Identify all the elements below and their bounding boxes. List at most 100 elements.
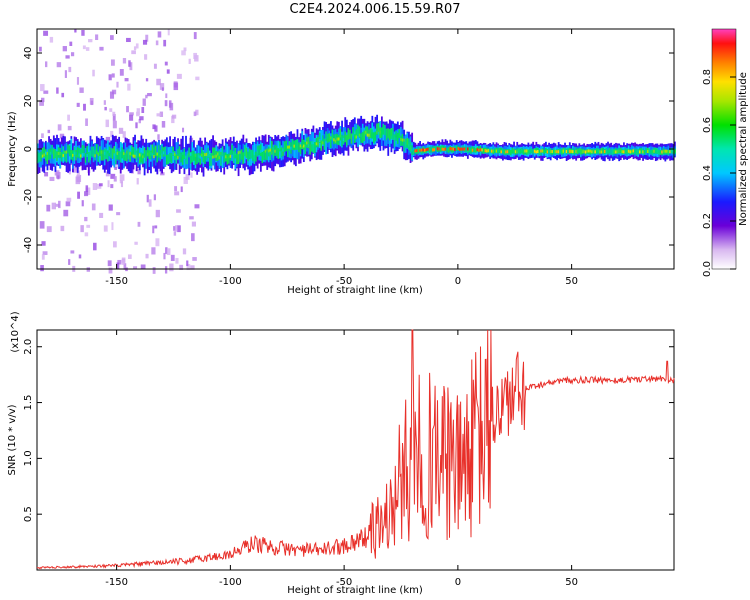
spectrogram-noise-cell (119, 174, 125, 181)
snr-x-label: Height of straight line (km) (287, 585, 423, 596)
spectrogram-core-cell (266, 148, 269, 152)
spectrogram-noise-cell (110, 59, 115, 66)
spectrogram-core-cell (79, 154, 82, 158)
spectrogram-noise-cell (81, 200, 84, 207)
spectrogram-cell (210, 154, 213, 166)
spectrogram-noise-cell (154, 225, 158, 229)
spectrogram-cell (154, 145, 157, 157)
spectrogram-noise-cell (151, 247, 156, 255)
spectrogram-core-cell (420, 148, 423, 152)
spectrogram-core-cell (497, 149, 500, 153)
spectrogram-core-cell (537, 150, 540, 154)
spectrogram-core-cell (669, 150, 672, 154)
spectrogram-core-cell (514, 150, 517, 154)
spectrogram-cell (54, 150, 57, 167)
spectrogram-x-label: Height of straight line (km) (287, 285, 423, 296)
spectrogram-noise-cell (107, 260, 112, 267)
snr-y-tick-label: 1.5 (23, 395, 34, 411)
spectrogram-cell (237, 143, 240, 158)
spectrogram-cell (330, 136, 332, 148)
spectrogram-cell (220, 154, 222, 166)
spectrogram-y-label: Frequency (Hz) (7, 111, 18, 187)
spectrogram-core-cell (658, 150, 661, 154)
spectrogram-cell (151, 147, 154, 167)
spectrogram-cell (177, 148, 179, 160)
spectrogram-core-cell (393, 134, 396, 138)
spectrogram-noise-cell (96, 183, 102, 189)
spectrogram-cell (341, 134, 343, 147)
spectrogram-cell (221, 150, 224, 169)
spectrogram-cell (60, 153, 63, 162)
spectrogram-cell (317, 136, 320, 148)
spectrogram-core-cell (283, 147, 286, 151)
spectrogram-cell (46, 142, 49, 161)
snr-y-tick-label: 1.0 (23, 450, 34, 466)
spectrogram-noise-cell (183, 176, 188, 184)
spectrogram-cell (446, 147, 449, 153)
spectrogram-core-cell (59, 151, 62, 155)
spectrogram-cell (417, 147, 420, 154)
spectrogram-noise-cell (173, 226, 177, 231)
spectrogram-cell (95, 147, 98, 166)
spectrogram-noise-cell (156, 113, 162, 117)
spectrogram-core-cell (603, 150, 606, 154)
spectrogram-noise-cell (55, 203, 60, 207)
spectrogram-core-cell (51, 150, 54, 154)
spectrogram-cell (659, 150, 662, 156)
spectrogram-noise-cell (119, 69, 124, 76)
spectrogram-noise-cell (113, 176, 117, 182)
spectrogram-cell (208, 154, 211, 166)
spectrogram-noise-cell (126, 106, 129, 113)
spectrogram-cell (121, 147, 124, 159)
spectrogram-cell (111, 148, 114, 160)
spectrogram-core-cell (524, 149, 527, 153)
spectrogram-core-cell (360, 134, 363, 138)
spectrogram-cell (548, 148, 550, 154)
spectrogram-noise-cell (182, 127, 185, 133)
spectrogram-noise-cell (54, 170, 60, 176)
spectrogram-cell (170, 153, 173, 164)
spectrogram-cell (140, 153, 143, 163)
spectrogram-cell (508, 149, 511, 155)
spectrogram-cell (175, 142, 178, 160)
spectrogram-noise-cell (146, 194, 149, 203)
spectrogram-noise-cell (155, 209, 160, 218)
spectrogram-cell (282, 147, 285, 156)
spectrogram-cell (156, 153, 159, 163)
spectrogram-cell (37, 151, 39, 164)
spectrogram-core-cell (664, 149, 667, 153)
spectrogram-core-cell (97, 152, 100, 156)
spectrogram-cell (175, 154, 178, 164)
spectrogram-cell (234, 150, 237, 170)
spectrogram-noise-cell (129, 112, 134, 116)
spectrogram-cell (151, 144, 154, 155)
spectrogram-core-cell (615, 150, 618, 154)
spectrogram-core-cell (632, 149, 635, 153)
spectrogram-cell (640, 148, 643, 154)
spectrogram-cell (611, 149, 614, 155)
spectrogram-noise-cell (60, 225, 65, 232)
spectrogram-cell (489, 148, 492, 154)
spectrogram-noise-cell (85, 118, 88, 126)
spectrogram-cell (75, 140, 78, 157)
spectrogram-cell (191, 142, 194, 160)
spectrogram-core-cell (237, 151, 240, 155)
spectrogram-cell (325, 137, 328, 155)
spectrogram-core-cell (454, 148, 457, 152)
spectrogram-core-cell (290, 146, 293, 150)
spectrogram-core-cell (666, 149, 669, 153)
spectrogram-noise-cell (121, 258, 126, 265)
spectrogram-core-cell (575, 150, 578, 154)
snr-x-tick-label: 0 (455, 577, 461, 588)
spectrogram-noise-cell (77, 191, 81, 199)
spectrogram-cell (392, 127, 394, 140)
spectrogram-x-tick-label: -150 (105, 276, 128, 287)
spectrogram-core-cell (492, 149, 495, 153)
spectrogram-cell (654, 147, 657, 154)
spectrogram-cell (242, 152, 245, 164)
spectrogram-cell (430, 146, 433, 153)
spectrogram-core-cell (150, 152, 153, 156)
spectrogram-core-cell (592, 149, 595, 153)
spectrogram-cell (78, 148, 81, 159)
spectrogram-noise-cell (39, 46, 42, 52)
